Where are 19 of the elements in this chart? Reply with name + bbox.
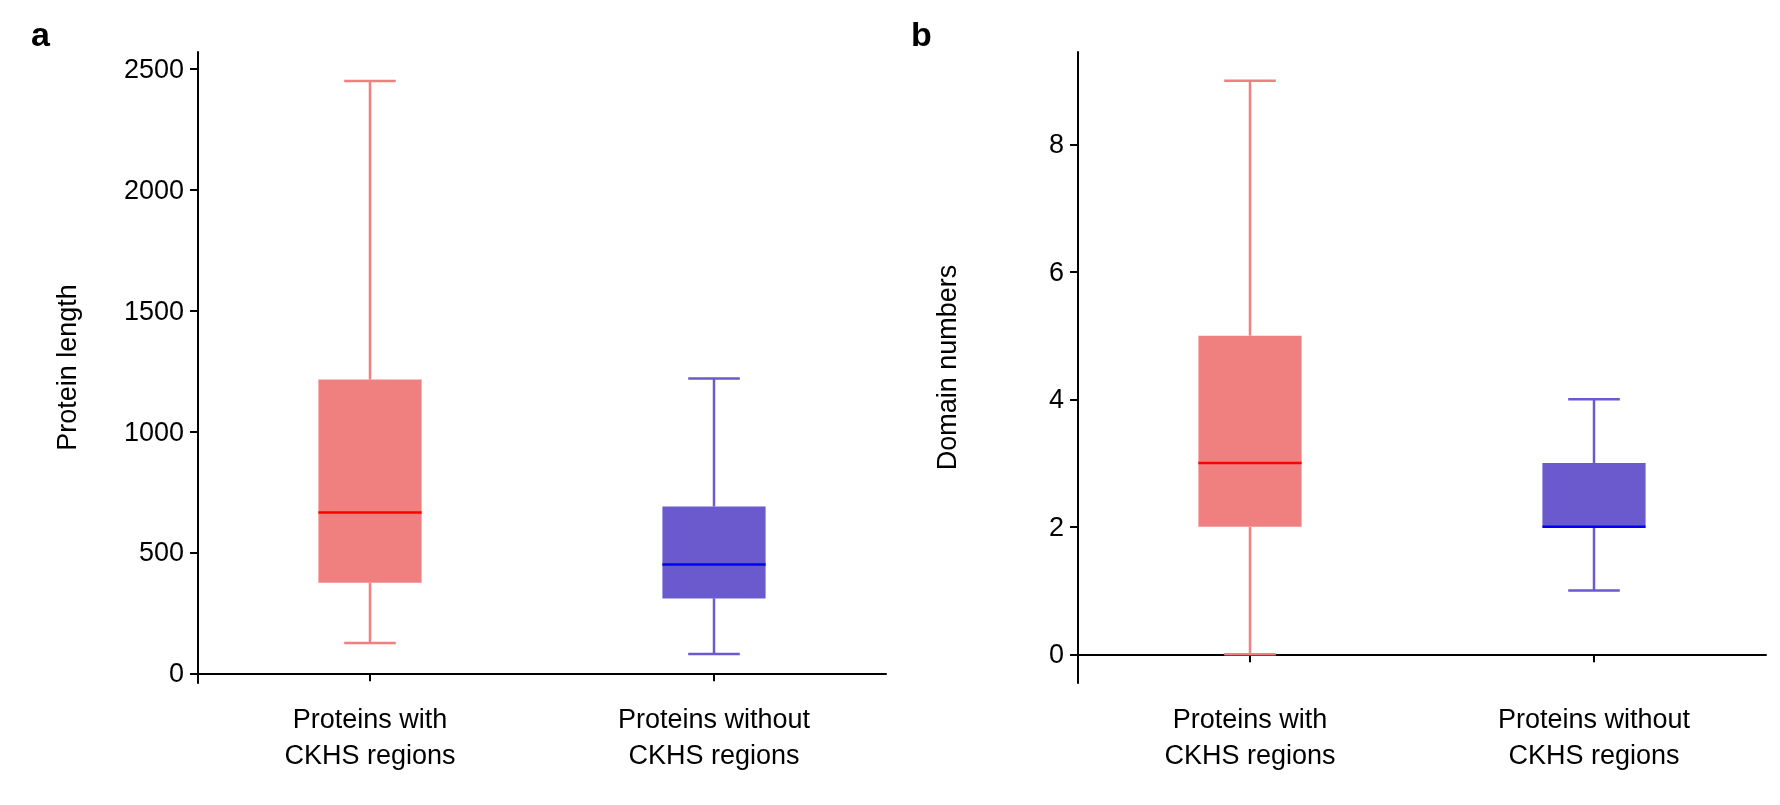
y-tick-label: 8	[1048, 129, 1064, 160]
y-axis-title: Protein length	[51, 284, 82, 451]
y-tick-label: 1500	[123, 295, 184, 326]
x-tick-label: Proteins with CKHS regions	[1164, 704, 1336, 770]
x-tick-label: Proteins without CKHS regions	[617, 704, 811, 770]
y-tick-label: 500	[138, 537, 184, 568]
y-tick-label: 2500	[123, 53, 184, 84]
y-tick-label: 6	[1048, 256, 1064, 287]
y-tick-label: 2	[1048, 511, 1064, 542]
x-tick-label: Proteins without CKHS regions	[1497, 704, 1691, 770]
chart-title: a	[31, 15, 51, 53]
x-tick-label: Proteins with CKHS regions	[284, 704, 456, 770]
y-tick-label: 4	[1048, 384, 1064, 415]
y-tick-label: 2000	[123, 174, 184, 205]
chart-title: b	[911, 15, 932, 53]
y-tick-label: 1000	[123, 416, 184, 447]
y-axis-title: Domain numbers	[931, 264, 962, 471]
y-tick-label: 0	[168, 658, 184, 689]
y-tick-label: 0	[1048, 639, 1064, 670]
